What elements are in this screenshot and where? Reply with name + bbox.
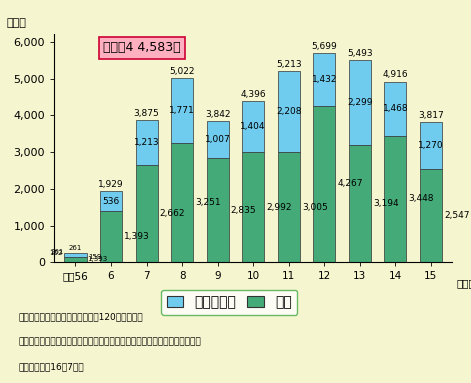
Text: 2,208: 2,208 [276,107,301,116]
Text: 1,929: 1,929 [98,180,124,189]
Text: 3,842: 3,842 [205,110,230,119]
Text: 2,547: 2,547 [444,211,470,220]
Bar [384,82,406,136]
Bar [136,120,158,165]
Bar [313,53,335,106]
Text: 2,299: 2,299 [347,98,373,107]
Text: 536: 536 [102,197,120,206]
Bar [420,169,442,262]
Bar [171,78,193,143]
Text: （年）: （年） [456,278,471,288]
Text: 累計　4 4,583戸: 累計 4 4,583戸 [103,41,180,54]
Text: 4,267: 4,267 [337,180,363,188]
Text: 5,493: 5,493 [347,49,373,58]
Text: 1,270: 1,270 [418,141,444,150]
Text: （平成16年7月）: （平成16年7月） [19,362,84,371]
Text: 4,396: 4,396 [240,90,266,98]
Text: 3,817: 3,817 [418,111,444,120]
Bar [278,71,300,152]
Text: 3,194: 3,194 [373,199,398,208]
Legend: マンション, 戸建: マンション, 戸建 [161,290,298,315]
Text: 159: 159 [88,254,102,260]
Bar [207,158,228,262]
Text: 1,393: 1,393 [124,232,150,241]
Bar [313,106,335,262]
Bar [100,192,122,211]
Bar [349,145,371,262]
Bar [65,257,87,262]
Text: 102: 102 [49,250,63,256]
Text: 1,771: 1,771 [169,106,195,115]
Text: 3,005: 3,005 [302,203,328,212]
Text: 1,213: 1,213 [134,138,159,147]
Text: 261: 261 [50,249,64,255]
Text: 1,393: 1,393 [87,257,107,262]
Bar [65,253,87,257]
Text: 2,835: 2,835 [231,206,256,215]
Text: 3,251: 3,251 [195,198,221,207]
Text: 261: 261 [69,245,82,251]
Text: 3,875: 3,875 [134,109,159,118]
Text: （戸）: （戸） [7,18,26,28]
Text: 1,468: 1,468 [382,104,408,113]
Bar [242,101,264,152]
Bar [171,143,193,262]
Text: 資料）定期借地権普及促進協議会「全国定期借地権付住宅の供給実績調査」: 資料）定期借地権普及促進協議会「全国定期借地権付住宅の供給実績調査」 [19,337,202,346]
Text: 2,992: 2,992 [266,203,292,212]
Bar [136,165,158,262]
Text: 1,404: 1,404 [240,122,266,131]
Text: 3,448: 3,448 [408,195,434,203]
Text: 1,432: 1,432 [311,75,337,84]
Text: 5,213: 5,213 [276,59,301,69]
Bar [349,61,371,145]
Text: 5,022: 5,022 [170,67,195,75]
Text: 2,662: 2,662 [160,209,185,218]
Text: 4,916: 4,916 [382,70,408,79]
Text: 5,699: 5,699 [311,42,337,51]
Bar [100,211,122,262]
Bar [242,152,264,262]
Bar [278,152,300,262]
Text: 1,007: 1,007 [205,135,230,144]
Bar [384,136,406,262]
Text: （注）累計には、供給時期不明の120戸を含む。: （注）累計には、供給時期不明の120戸を含む。 [19,312,144,321]
Bar [420,122,442,169]
Bar [207,121,228,158]
